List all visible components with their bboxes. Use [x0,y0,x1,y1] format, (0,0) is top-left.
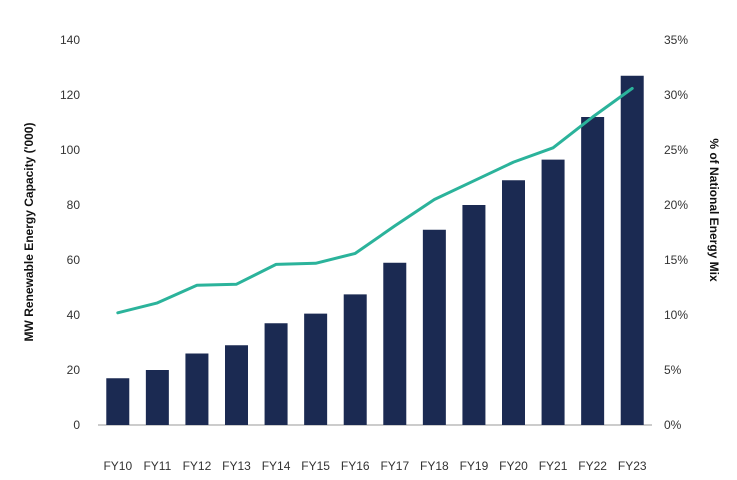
y-right-tick-20: 20% [664,198,688,212]
bar-fy15 [304,313,328,425]
x-tick-fy11: FY11 [143,459,171,473]
bar-fy13 [225,345,248,425]
y-left-axis-title: MW Renewable Energy Capacity ('000) [22,123,36,342]
x-tick-fy18: FY18 [420,459,449,473]
x-tick-fy20: FY20 [499,459,528,473]
y-right-tick-25: 25% [664,143,688,157]
bar-fy14 [264,323,288,425]
x-tick-fy16: FY16 [341,459,370,473]
x-tick-fy10: FY10 [103,459,132,473]
x-tick-fy15: FY15 [301,459,330,473]
bar-fy23 [620,75,644,425]
bar-fy22 [581,117,605,425]
bar-fy10 [106,378,130,425]
bar-fy11 [145,370,169,425]
y-left-tick-100: 100 [60,143,80,157]
y-left-tick-80: 80 [67,198,81,212]
y-left-tick-120: 120 [60,88,80,102]
y-right-tick-5: 5% [664,363,682,377]
bar-fy21 [541,159,565,425]
x-tick-fy13: FY13 [222,459,251,473]
y-left-tick-20: 20 [67,363,81,377]
y-right-tick-0: 0% [664,418,682,432]
y-left-tick-0: 0 [73,418,80,432]
x-tick-fy23: FY23 [618,459,647,473]
y-right-axis-title: % of National Energy Mix [707,138,721,282]
x-tick-fy12: FY12 [183,459,212,473]
x-tick-fy17: FY17 [380,459,409,473]
y-left-tick-60: 60 [67,253,81,267]
x-tick-fy21: FY21 [539,459,568,473]
y-right-tick-15: 15% [664,253,688,267]
bar-fy18 [422,229,446,425]
bar-fy19 [462,205,486,425]
bar-fy12 [185,353,209,425]
bar-fy16 [343,294,367,425]
y-right-tick-10: 10% [664,308,688,322]
y-right-tick-35: 35% [664,33,688,47]
x-tick-fy22: FY22 [578,459,607,473]
y-left-tick-40: 40 [67,308,81,322]
x-tick-fy14: FY14 [262,459,291,473]
x-tick-fy19: FY19 [460,459,489,473]
bar-fy17 [383,262,407,425]
bar-fy20 [502,180,525,425]
y-right-tick-30: 30% [664,88,688,102]
y-left-tick-140: 140 [60,33,80,47]
energy-mix-line [116,86,634,315]
